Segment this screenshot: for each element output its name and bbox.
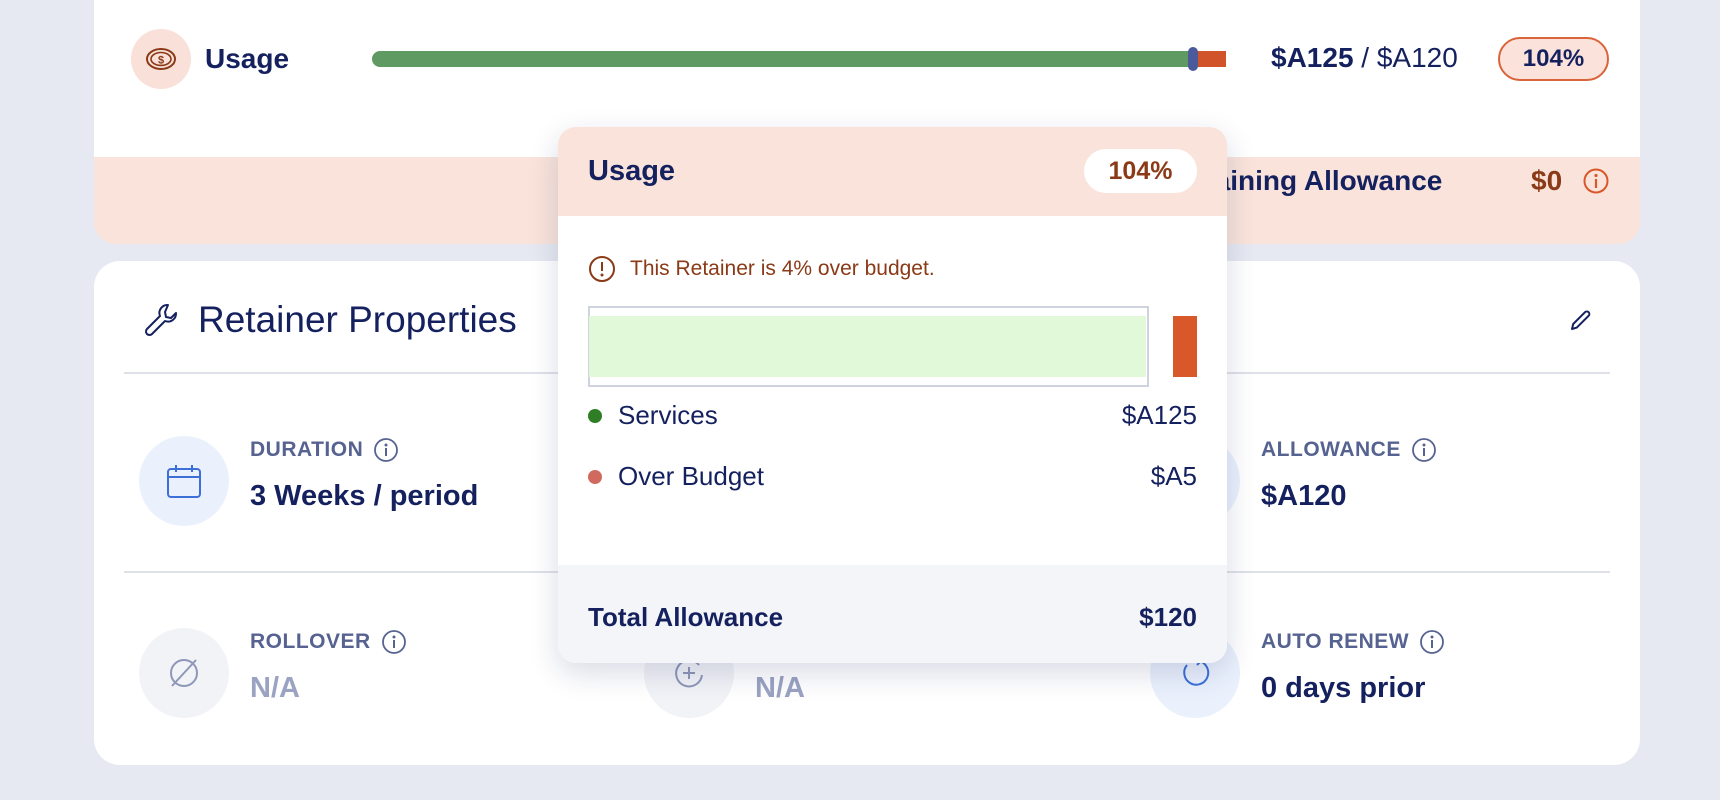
usage-tooltip: Usage 104% This Retainer is 4% over budg… bbox=[558, 127, 1227, 663]
tooltip-over-budget-fill bbox=[1173, 316, 1197, 377]
usage-row[interactable]: $ Usage $A125 / $A120 104% bbox=[94, 0, 1640, 137]
wrench-icon bbox=[142, 301, 180, 344]
no-symbol-icon bbox=[139, 628, 229, 718]
info-icon[interactable] bbox=[373, 437, 399, 463]
tooltip-percent-badge: 104% bbox=[1084, 149, 1197, 193]
usage-percent-badge: 104% bbox=[1498, 37, 1609, 81]
duration-label: DURATION bbox=[250, 437, 399, 463]
calendar-icon bbox=[139, 436, 229, 526]
middle-property-value: N/A bbox=[755, 672, 805, 704]
over-budget-dot bbox=[588, 469, 602, 484]
retainer-properties-title: Retainer Properties bbox=[198, 299, 517, 340]
remaining-allowance-value: $0 bbox=[1531, 165, 1563, 196]
usage-amount: $A125 / $A120 bbox=[1271, 42, 1458, 74]
over-budget-warning: This Retainer is 4% over budget. bbox=[588, 255, 935, 283]
tooltip-row-services: Services $A125 bbox=[588, 400, 1197, 431]
tooltip-services-fill bbox=[589, 316, 1146, 377]
info-icon[interactable] bbox=[1419, 629, 1445, 655]
usage-progress-bar bbox=[372, 47, 1226, 71]
usage-label: Usage bbox=[205, 43, 290, 74]
allowance-label: ALLOWANCE bbox=[1261, 437, 1437, 463]
allowance-value: $A120 bbox=[1261, 480, 1347, 512]
rollover-label-text: ROLLOVER bbox=[250, 630, 371, 653]
over-budget-value: $A5 bbox=[1150, 461, 1197, 491]
usage-separator: / bbox=[1361, 42, 1370, 73]
total-allowance-value: $120 bbox=[1139, 602, 1197, 632]
usage-allowance: $A120 bbox=[1376, 42, 1458, 73]
services-value: $A125 bbox=[1121, 400, 1197, 430]
usage-budget-marker bbox=[1188, 47, 1199, 71]
pencil-icon[interactable] bbox=[1568, 307, 1594, 338]
allowance-label-text: ALLOWANCE bbox=[1261, 438, 1401, 461]
auto-renew-value: 0 days prior bbox=[1261, 672, 1426, 704]
auto-renew-label: AUTO RENEW bbox=[1261, 629, 1445, 655]
usage-spent: $A125 bbox=[1271, 42, 1354, 73]
rollover-label: ROLLOVER bbox=[250, 629, 407, 655]
tooltip-row-over-budget: Over Budget $A5 bbox=[588, 461, 1197, 492]
usage-progress-fill bbox=[372, 51, 1194, 67]
rollover-value: N/A bbox=[250, 672, 300, 704]
over-budget-warning-text: This Retainer is 4% over budget. bbox=[630, 257, 935, 280]
tooltip-title: Usage bbox=[588, 155, 676, 187]
usage-over-budget-fill bbox=[1193, 51, 1226, 67]
info-icon[interactable] bbox=[1411, 437, 1437, 463]
info-icon[interactable] bbox=[1582, 167, 1610, 200]
auto-renew-label-text: AUTO RENEW bbox=[1261, 630, 1410, 653]
info-icon[interactable] bbox=[381, 629, 407, 655]
coin-icon: $ bbox=[131, 29, 191, 89]
over-budget-label: Over Budget bbox=[618, 461, 764, 491]
total-allowance-label: Total Allowance bbox=[588, 602, 784, 632]
tooltip-footer bbox=[558, 565, 1227, 663]
svg-text:$: $ bbox=[158, 55, 164, 67]
tooltip-header: Usage 104% bbox=[558, 127, 1227, 216]
services-dot bbox=[588, 408, 602, 423]
duration-label-text: DURATION bbox=[250, 438, 364, 461]
alert-icon bbox=[589, 256, 615, 282]
duration-value: 3 Weeks / period bbox=[250, 480, 479, 512]
services-label: Services bbox=[618, 400, 718, 430]
